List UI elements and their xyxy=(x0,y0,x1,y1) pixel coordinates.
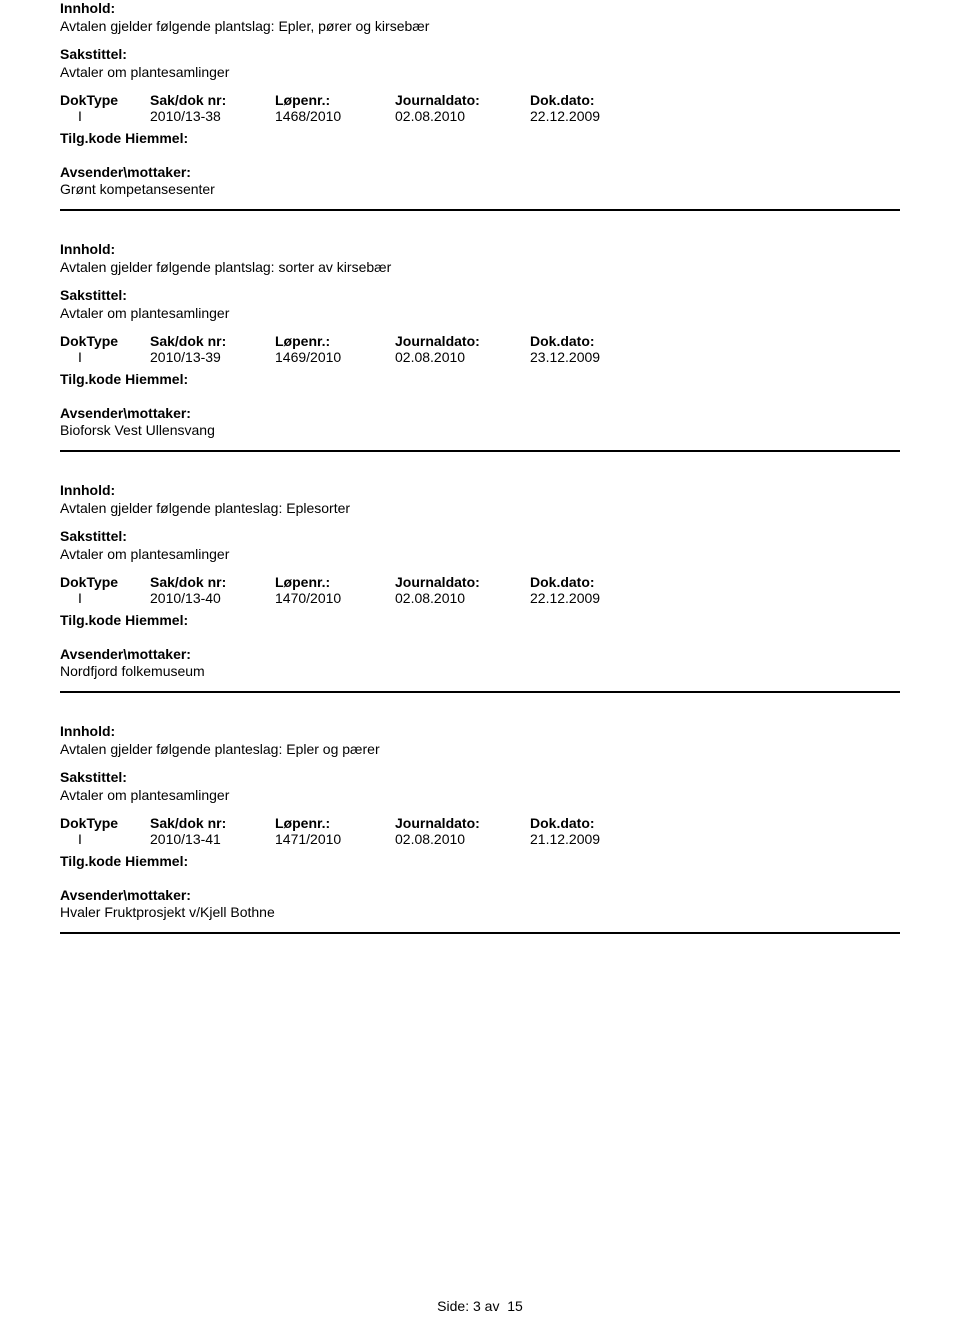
doktype-value: I xyxy=(60,349,150,365)
tilgkode-row: Tilg.kode Hiemmel: xyxy=(60,612,900,628)
tilgkode-row: Tilg.kode Hiemmel: xyxy=(60,371,900,387)
table-data-row: I 2010/13-39 1469/2010 02.08.2010 23.12.… xyxy=(60,349,900,365)
lopenr-header: Løpenr.: xyxy=(275,92,395,108)
journaldato-value: 02.08.2010 xyxy=(395,108,530,124)
dokdato-header: Dok.dato: xyxy=(530,574,650,590)
sakdok-value: 2010/13-41 xyxy=(150,831,275,847)
journaldato-header: Journaldato: xyxy=(395,333,530,349)
table-header-row: DokType Sak/dok nr: Løpenr.: Journaldato… xyxy=(60,815,900,831)
sakstittel-text: Avtaler om plantesamlinger xyxy=(60,305,900,321)
lopenr-header: Løpenr.: xyxy=(275,815,395,831)
lopenr-value: 1468/2010 xyxy=(275,108,395,124)
innhold-label: Innhold: xyxy=(60,241,900,257)
doktype-header: DokType xyxy=(60,815,150,831)
tilgkode-row: Tilg.kode Hiemmel: xyxy=(60,130,900,146)
page-current: 3 xyxy=(473,1298,481,1314)
dokdato-header: Dok.dato: xyxy=(530,92,650,108)
innhold-label: Innhold: xyxy=(60,723,900,739)
doktype-header: DokType xyxy=(60,92,150,108)
avsender-label: Avsender\mottaker: xyxy=(60,405,900,421)
separator xyxy=(60,691,900,693)
separator xyxy=(60,450,900,452)
dokdato-value: 23.12.2009 xyxy=(530,349,650,365)
journal-entry: Innhold: Avtalen gjelder følgende plants… xyxy=(60,0,900,211)
journaldato-header: Journaldato: xyxy=(395,815,530,831)
journaldato-value: 02.08.2010 xyxy=(395,590,530,606)
journaldato-value: 02.08.2010 xyxy=(395,831,530,847)
sakstittel-label: Sakstittel: xyxy=(60,528,900,544)
table-header-row: DokType Sak/dok nr: Løpenr.: Journaldato… xyxy=(60,574,900,590)
sakdok-header: Sak/dok nr: xyxy=(150,815,275,831)
innhold-text: Avtalen gjelder følgende planteslag: Epl… xyxy=(60,741,900,757)
sakstittel-label: Sakstittel: xyxy=(60,287,900,303)
sakdok-header: Sak/dok nr: xyxy=(150,333,275,349)
document-page: Innhold: Avtalen gjelder følgende plants… xyxy=(0,0,960,1334)
lopenr-value: 1471/2010 xyxy=(275,831,395,847)
doktype-header: DokType xyxy=(60,574,150,590)
innhold-label: Innhold: xyxy=(60,0,900,16)
dokdato-value: 21.12.2009 xyxy=(530,831,650,847)
dokdato-value: 22.12.2009 xyxy=(530,108,650,124)
sakdok-value: 2010/13-38 xyxy=(150,108,275,124)
sakdok-value: 2010/13-40 xyxy=(150,590,275,606)
tilgkode-label: Tilg.kode xyxy=(60,371,121,387)
innhold-text: Avtalen gjelder følgende plantslag: Eple… xyxy=(60,18,900,34)
tilgkode-row: Tilg.kode Hiemmel: xyxy=(60,853,900,869)
journal-entry: Innhold: Avtalen gjelder følgende plante… xyxy=(60,723,900,934)
sakdok-header: Sak/dok nr: xyxy=(150,574,275,590)
avsender-value: Hvaler Fruktprosjekt v/Kjell Bothne xyxy=(60,904,900,920)
innhold-label: Innhold: xyxy=(60,482,900,498)
hjemmel-label: Hiemmel: xyxy=(125,612,188,628)
side-label: Side: xyxy=(437,1298,469,1314)
sakdok-value: 2010/13-39 xyxy=(150,349,275,365)
dokdato-header: Dok.dato: xyxy=(530,815,650,831)
journal-entry: Innhold: Avtalen gjelder følgende plante… xyxy=(60,482,900,693)
av-label: av xyxy=(485,1298,500,1314)
avsender-label: Avsender\mottaker: xyxy=(60,646,900,662)
avsender-label: Avsender\mottaker: xyxy=(60,887,900,903)
doktype-value: I xyxy=(60,590,150,606)
separator xyxy=(60,209,900,211)
hjemmel-label: Hiemmel: xyxy=(125,853,188,869)
lopenr-value: 1469/2010 xyxy=(275,349,395,365)
sakdok-header: Sak/dok nr: xyxy=(150,92,275,108)
table-data-row: I 2010/13-41 1471/2010 02.08.2010 21.12.… xyxy=(60,831,900,847)
hjemmel-label: Hiemmel: xyxy=(125,371,188,387)
separator xyxy=(60,932,900,934)
sakstittel-text: Avtaler om plantesamlinger xyxy=(60,64,900,80)
avsender-value: Bioforsk Vest Ullensvang xyxy=(60,422,900,438)
tilgkode-label: Tilg.kode xyxy=(60,853,121,869)
table-data-row: I 2010/13-40 1470/2010 02.08.2010 22.12.… xyxy=(60,590,900,606)
table-data-row: I 2010/13-38 1468/2010 02.08.2010 22.12.… xyxy=(60,108,900,124)
sakstittel-label: Sakstittel: xyxy=(60,46,900,62)
avsender-value: Nordfjord folkemuseum xyxy=(60,663,900,679)
table-header-row: DokType Sak/dok nr: Løpenr.: Journaldato… xyxy=(60,92,900,108)
dokdato-header: Dok.dato: xyxy=(530,333,650,349)
sakstittel-label: Sakstittel: xyxy=(60,769,900,785)
lopenr-value: 1470/2010 xyxy=(275,590,395,606)
journaldato-header: Journaldato: xyxy=(395,574,530,590)
lopenr-header: Løpenr.: xyxy=(275,333,395,349)
avsender-value: Grønt kompetansesenter xyxy=(60,181,900,197)
sakstittel-text: Avtaler om plantesamlinger xyxy=(60,546,900,562)
journal-entry: Innhold: Avtalen gjelder følgende plants… xyxy=(60,241,900,452)
lopenr-header: Løpenr.: xyxy=(275,574,395,590)
innhold-text: Avtalen gjelder følgende planteslag: Epl… xyxy=(60,500,900,516)
table-header-row: DokType Sak/dok nr: Løpenr.: Journaldato… xyxy=(60,333,900,349)
doktype-header: DokType xyxy=(60,333,150,349)
journaldato-header: Journaldato: xyxy=(395,92,530,108)
avsender-label: Avsender\mottaker: xyxy=(60,164,900,180)
tilgkode-label: Tilg.kode xyxy=(60,612,121,628)
doktype-value: I xyxy=(60,831,150,847)
page-footer: Side: 3 av 15 xyxy=(60,1298,900,1314)
dokdato-value: 22.12.2009 xyxy=(530,590,650,606)
journaldato-value: 02.08.2010 xyxy=(395,349,530,365)
page-total: 15 xyxy=(507,1298,523,1314)
hjemmel-label: Hiemmel: xyxy=(125,130,188,146)
innhold-text: Avtalen gjelder følgende plantslag: sort… xyxy=(60,259,900,275)
doktype-value: I xyxy=(60,108,150,124)
tilgkode-label: Tilg.kode xyxy=(60,130,121,146)
sakstittel-text: Avtaler om plantesamlinger xyxy=(60,787,900,803)
